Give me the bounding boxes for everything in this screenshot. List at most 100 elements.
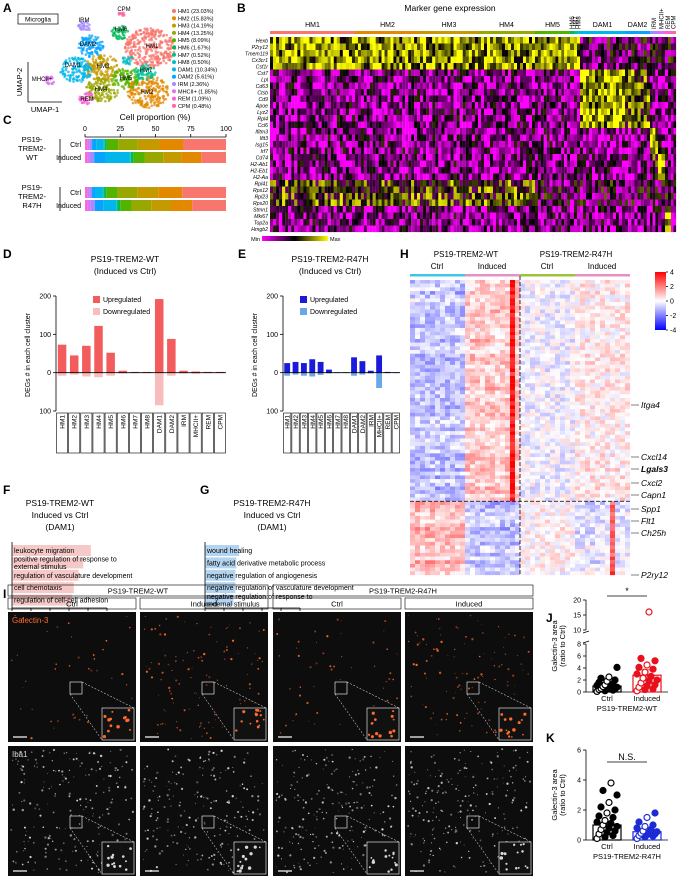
heatmap-texture [601, 43, 605, 51]
heatmap-texture [613, 212, 617, 220]
heatmap-texture [306, 154, 310, 161]
heatmap-texture [366, 212, 370, 220]
heatmap-texture [381, 134, 385, 142]
heatmap-texture [607, 89, 611, 96]
heatmap-texture [336, 206, 340, 213]
heatmap-texture [499, 56, 503, 64]
heatmap-texture [375, 160, 379, 168]
heatmap-texture [570, 76, 575, 83]
heatmap-texture [402, 50, 406, 57]
heatmap-texture [270, 173, 274, 181]
heatmap-texture [285, 50, 289, 57]
heatmap-texture [474, 206, 479, 213]
heatmap-texture [366, 69, 370, 77]
heatmap-texture [552, 63, 556, 70]
heatmap-texture [471, 180, 476, 187]
heatmap-texture [505, 43, 509, 51]
umap-cell [140, 61, 143, 64]
umap-cell [152, 66, 156, 70]
heatmap-texture [339, 128, 343, 135]
heatmap-texture [549, 63, 553, 70]
heatmap-texture [279, 199, 283, 207]
heatmap-texture [532, 206, 536, 213]
heatmap-texture [426, 43, 430, 51]
heatmap-texture [484, 121, 488, 129]
heatmap-texture [453, 121, 457, 129]
heatmap-texture [481, 43, 485, 51]
heatmap-texture [564, 82, 568, 90]
heatmap-texture [276, 180, 280, 187]
heatmap-texture [610, 186, 614, 194]
heatmap-texture [468, 212, 472, 220]
heatmap-texture [405, 89, 409, 96]
heatmap-texture [375, 128, 379, 135]
heatmap-texture [276, 167, 280, 174]
panel-letter: K [546, 731, 555, 745]
heatmap-texture [523, 141, 527, 148]
heatmap-texture [375, 56, 379, 64]
heatmap-texture [327, 225, 331, 233]
heatmap-texture [279, 141, 283, 148]
heatmap-texture [348, 160, 353, 168]
umap-cell [68, 57, 71, 60]
heatmap-texture [435, 186, 439, 194]
heatmap-texture [607, 95, 611, 103]
heatmap-texture [462, 56, 466, 64]
heatmap-texture [450, 193, 454, 200]
heatmap-texture [399, 76, 403, 83]
heatmap-texture [396, 141, 400, 148]
heatmap-texture [589, 121, 593, 129]
heatmap-texture [393, 167, 397, 174]
heatmap-texture [561, 89, 565, 96]
heatmap-texture [360, 206, 364, 213]
heatmap-texture [447, 206, 451, 213]
heatmap-texture [552, 108, 556, 116]
heatmap-texture [517, 128, 521, 135]
heatmap-texture [610, 180, 614, 187]
heatmap-texture [555, 63, 559, 70]
heatmap-texture [471, 154, 476, 161]
heatmap-texture [459, 56, 463, 64]
heatmap-texture [360, 219, 364, 226]
heatmap-texture [610, 89, 614, 96]
heatmap-texture [297, 193, 301, 200]
heatmap-texture [564, 102, 568, 109]
heatmap-texture [484, 82, 488, 90]
heatmap-texture [537, 50, 541, 57]
heatmap-texture [613, 108, 617, 116]
heatmap-texture [315, 82, 319, 90]
heatmap-texture [456, 69, 460, 77]
heatmap-texture [384, 121, 388, 129]
heatmap-texture [423, 225, 427, 233]
heatmap-texture [387, 147, 391, 155]
heatmap-texture [586, 102, 590, 109]
heatmap-texture [300, 63, 304, 70]
heatmap-texture [381, 50, 385, 57]
heatmap-texture [607, 121, 611, 129]
heatmap-texture [417, 95, 421, 103]
heatmap-texture [417, 115, 421, 122]
heatmap-texture [300, 225, 304, 233]
heatmap-texture [441, 82, 445, 90]
heatmap-texture [532, 37, 536, 44]
heatmap-texture [285, 56, 289, 64]
heatmap-texture [552, 180, 556, 187]
heatmap-texture [366, 37, 370, 44]
heatmap-texture [555, 82, 559, 90]
heatmap-texture [549, 89, 553, 96]
heatmap-texture [546, 102, 550, 109]
heatmap-texture [558, 69, 562, 77]
heatmap-texture [601, 134, 605, 142]
heatmap-texture [490, 160, 494, 168]
heatmap-texture [520, 160, 524, 168]
heatmap-texture [420, 56, 424, 64]
heatmap-texture [595, 199, 599, 207]
heatmap-texture [490, 95, 494, 103]
heatmap-texture [387, 43, 391, 51]
heatmap-texture [577, 115, 581, 122]
heatmap-texture [561, 115, 565, 122]
umap-cell [101, 46, 104, 50]
umap-cell [97, 64, 100, 68]
heatmap-texture [540, 199, 544, 207]
heatmap-texture [402, 43, 406, 51]
